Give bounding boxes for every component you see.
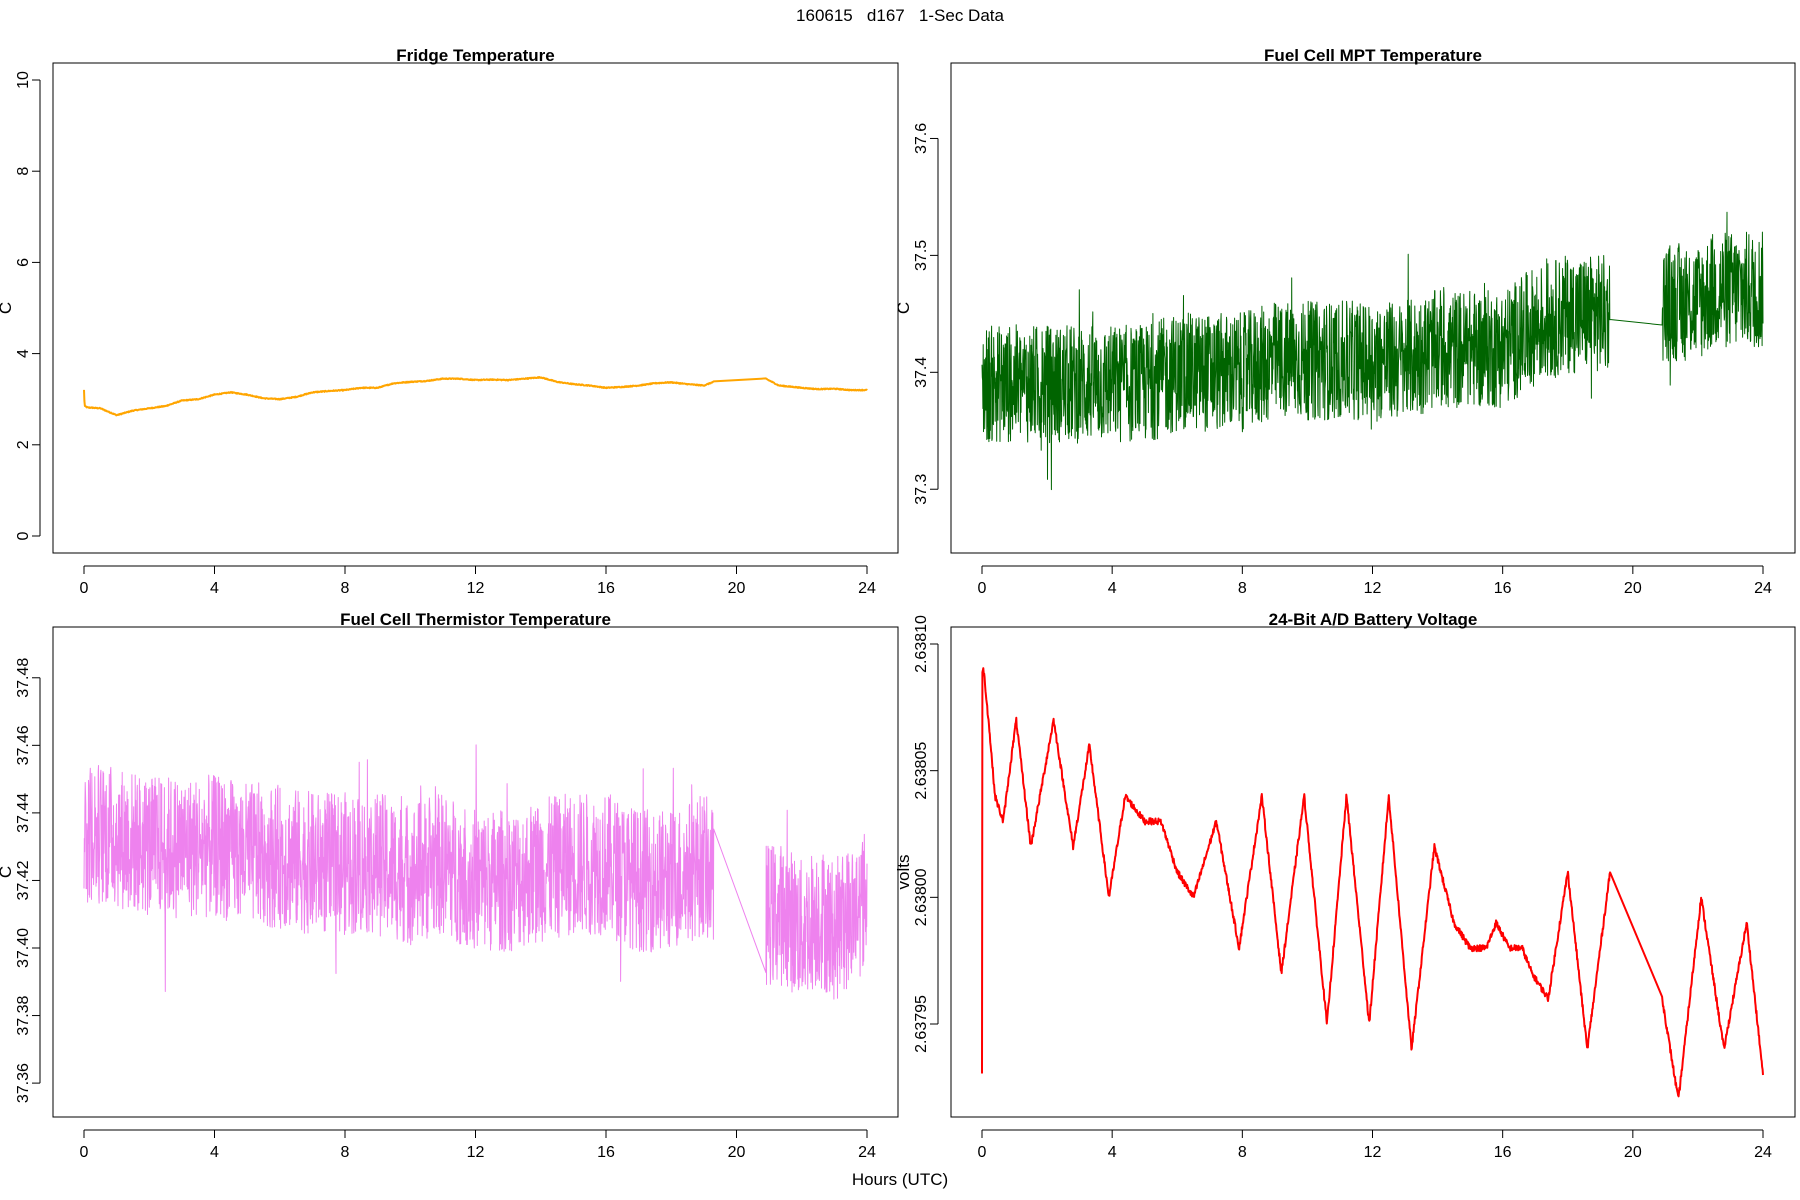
y-tick-label: 2.63800 xyxy=(913,868,930,926)
panel-title: Fridge Temperature xyxy=(396,46,554,65)
panel-3: Fuel Cell Thermistor Temperature C 0 4 8 12 16… xyxy=(0,610,899,1161)
plot-frame xyxy=(950,626,1796,1118)
figure-x-axis-label: Hours (UTC) xyxy=(851,1170,949,1189)
plot-frame xyxy=(52,62,899,554)
x-tick-label: 20 xyxy=(1624,1144,1642,1161)
y-tick-label: 37.46 xyxy=(15,725,32,765)
series-line xyxy=(83,744,868,1000)
y-tick-label: 37.4 xyxy=(913,357,930,388)
y-tick-label: 10 xyxy=(15,71,32,89)
y-tick-label: 2 xyxy=(15,440,32,449)
x-tick-label: 4 xyxy=(210,580,219,597)
plot-frame xyxy=(52,626,899,1118)
x-tick-label: 12 xyxy=(467,580,485,597)
y-tick-label: 37.6 xyxy=(913,123,930,154)
x-tick-label: 0 xyxy=(80,1144,89,1161)
panel-2: Fuel Cell MPT Temperature C 0 4 8 12 16 20 24 37.… xyxy=(894,46,1796,597)
y-tick-label: 2.63810 xyxy=(913,615,930,673)
x-tick-label: 16 xyxy=(597,1144,615,1161)
x-tick-label: 24 xyxy=(858,580,876,597)
y-tick-label: 37.5 xyxy=(913,240,930,271)
x-tick-label: 16 xyxy=(1494,580,1512,597)
x-tick-label: 12 xyxy=(1364,580,1382,597)
x-tick-label: 20 xyxy=(728,1144,746,1161)
y-tick-label: 8 xyxy=(15,167,32,176)
x-tick-label: 4 xyxy=(1108,1144,1117,1161)
y-tick-label: 2.63805 xyxy=(913,742,930,800)
plot-frame xyxy=(950,62,1796,554)
figure-title: 160615 d167 1-Sec Data xyxy=(796,6,1004,25)
y-axis-label: volts xyxy=(894,855,913,890)
series-line xyxy=(83,376,868,417)
y-axis-label: C xyxy=(0,302,15,314)
x-tick-label: 4 xyxy=(210,1144,219,1161)
y-tick-label: 0 xyxy=(15,531,32,540)
x-tick-label: 8 xyxy=(341,1144,350,1161)
y-tick-label: 37.40 xyxy=(15,928,32,968)
y-tick-label: 37.3 xyxy=(913,474,930,505)
y-axis-label: C xyxy=(0,866,15,878)
y-tick-label: 37.42 xyxy=(15,860,32,900)
y-axis-label: C xyxy=(894,302,913,314)
y-tick-label: 2.63795 xyxy=(913,995,930,1053)
panel-4: 24-Bit A/D Battery Voltage volts 0 4 8 12 16 20… xyxy=(894,610,1796,1161)
panel-title: Fuel Cell MPT Temperature xyxy=(1264,46,1482,65)
series-line xyxy=(981,667,1764,1098)
x-tick-label: 24 xyxy=(1754,580,1772,597)
x-tick-label: 24 xyxy=(858,1144,876,1161)
y-tick-label: 37.48 xyxy=(15,658,32,698)
y-tick-label: 37.44 xyxy=(15,793,32,833)
x-tick-label: 20 xyxy=(1624,580,1642,597)
x-tick-label: 8 xyxy=(1238,580,1247,597)
x-tick-label: 12 xyxy=(467,1144,485,1161)
x-tick-label: 12 xyxy=(1364,1144,1382,1161)
panel-1: Fridge TemperatureC048121620240246810 xyxy=(0,46,899,597)
x-tick-label: 8 xyxy=(1238,1144,1247,1161)
x-tick-label: 16 xyxy=(597,580,615,597)
x-tick-label: 0 xyxy=(978,1144,987,1161)
x-tick-label: 8 xyxy=(341,580,350,597)
series-line xyxy=(981,211,1764,491)
x-tick-label: 0 xyxy=(80,580,89,597)
y-tick-label: 6 xyxy=(15,258,32,267)
x-tick-label: 16 xyxy=(1494,1144,1512,1161)
x-tick-label: 0 xyxy=(978,580,987,597)
panel-title: Fuel Cell Thermistor Temperature xyxy=(340,610,611,629)
y-tick-label: 4 xyxy=(15,349,32,358)
y-tick-label: 37.36 xyxy=(15,1063,32,1103)
y-tick-label: 37.38 xyxy=(15,995,32,1035)
x-tick-label: 20 xyxy=(728,580,746,597)
x-tick-label: 4 xyxy=(1108,580,1117,597)
panel-title: 24-Bit A/D Battery Voltage xyxy=(1269,610,1478,629)
x-tick-label: 24 xyxy=(1754,1144,1772,1161)
